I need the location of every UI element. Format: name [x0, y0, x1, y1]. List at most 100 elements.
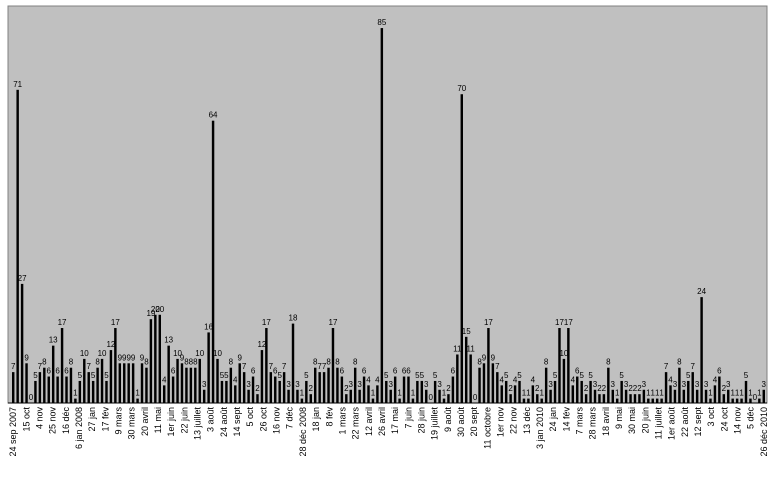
data-label: 1 [539, 389, 544, 398]
bar [580, 380, 583, 403]
data-label: 8 [69, 358, 74, 367]
data-label: 15 [462, 327, 471, 336]
data-label: 3 [388, 380, 393, 389]
data-label: 4 [668, 375, 673, 384]
data-label: 4 [531, 375, 536, 384]
bar [256, 394, 259, 403]
data-label: 6 [273, 367, 278, 376]
data-label: 8 [544, 358, 549, 367]
data-label: 6 [47, 367, 52, 376]
bar [553, 380, 557, 403]
bar [536, 394, 539, 403]
data-label: 6 [402, 367, 407, 376]
bar [722, 394, 726, 403]
bar [513, 385, 517, 403]
data-label: 9 [131, 353, 136, 362]
data-label: 3 [246, 380, 251, 389]
data-label: 11 [453, 344, 462, 353]
bar [287, 389, 290, 403]
data-label: 2 [633, 384, 638, 393]
data-label: 16 [204, 322, 213, 331]
data-label: 0 [473, 393, 478, 402]
data-label: 9 [140, 353, 145, 362]
bar [207, 332, 210, 403]
bar [282, 372, 286, 403]
x-tick-label: 6 jan 2008 [74, 407, 84, 449]
bar [433, 380, 437, 403]
data-label: 5 [415, 371, 420, 380]
bar [451, 376, 455, 403]
bar [349, 389, 352, 403]
bar [496, 372, 499, 403]
data-label: 5 [504, 371, 509, 380]
data-label: 4 [500, 375, 505, 384]
bar [425, 389, 428, 403]
bar [678, 367, 681, 403]
data-label: 1 [300, 389, 305, 398]
bar [380, 28, 384, 404]
bar [118, 363, 122, 403]
data-label: 1 [135, 389, 140, 398]
data-label: 7 [38, 362, 43, 371]
data-label: 8 [193, 358, 198, 367]
data-label: 5 [78, 371, 83, 380]
bar [211, 120, 215, 403]
bar [20, 283, 24, 403]
data-label: 1 [411, 389, 416, 398]
data-label: 24 [697, 287, 706, 296]
data-label: 1 [522, 389, 527, 398]
bar [238, 363, 241, 403]
x-tick-label: 14 fév [561, 407, 571, 432]
bar [43, 367, 46, 403]
data-label: 17 [555, 318, 564, 327]
data-label: 64 [209, 111, 218, 120]
x-tick-label: 7 juin [403, 407, 413, 429]
data-label: 5 [304, 371, 309, 380]
data-label: 9 [491, 353, 496, 362]
bar [163, 385, 166, 403]
x-tick-label: 26 avril [377, 407, 387, 436]
bar [571, 385, 575, 403]
data-label: 3 [349, 380, 354, 389]
bar [700, 297, 703, 403]
bar [522, 398, 526, 403]
bar [682, 389, 686, 403]
x-tick-label: 3 oct [706, 407, 716, 427]
x-tick-label: 18 avril [601, 407, 611, 436]
x-tick-label: 12 avril [364, 407, 374, 436]
bar [291, 323, 295, 403]
bar [274, 376, 277, 403]
bar [202, 389, 206, 403]
bar [331, 328, 335, 403]
data-label: 17 [262, 318, 271, 327]
data-label: 7 [11, 362, 16, 371]
data-label: 12 [106, 340, 115, 349]
data-label: 2 [446, 384, 451, 393]
data-label: 3 [624, 380, 629, 389]
data-label: 5 [686, 371, 691, 380]
bar [709, 398, 712, 403]
data-label: 2 [255, 384, 260, 393]
bar [527, 398, 530, 403]
x-tick-label: 28 juin [416, 407, 426, 434]
data-label: 17 [329, 318, 338, 327]
bar [540, 398, 543, 403]
data-label: 3 [695, 380, 700, 389]
bar [620, 380, 623, 403]
data-label: 3 [202, 380, 207, 389]
bar [616, 398, 619, 403]
data-label: 1 [659, 389, 664, 398]
data-label: 8 [144, 358, 149, 367]
data-label: 13 [49, 336, 58, 345]
bar [154, 314, 157, 403]
data-label: 13 [164, 336, 173, 345]
bar [567, 328, 570, 403]
bar [247, 389, 250, 403]
bar [309, 394, 312, 403]
data-label: 5 [384, 371, 389, 380]
bar [34, 380, 37, 403]
data-label: 2 [602, 384, 607, 393]
x-tick-label: 9 août [443, 407, 453, 433]
data-label: 3 [726, 380, 731, 389]
data-label: 4 [713, 375, 718, 384]
